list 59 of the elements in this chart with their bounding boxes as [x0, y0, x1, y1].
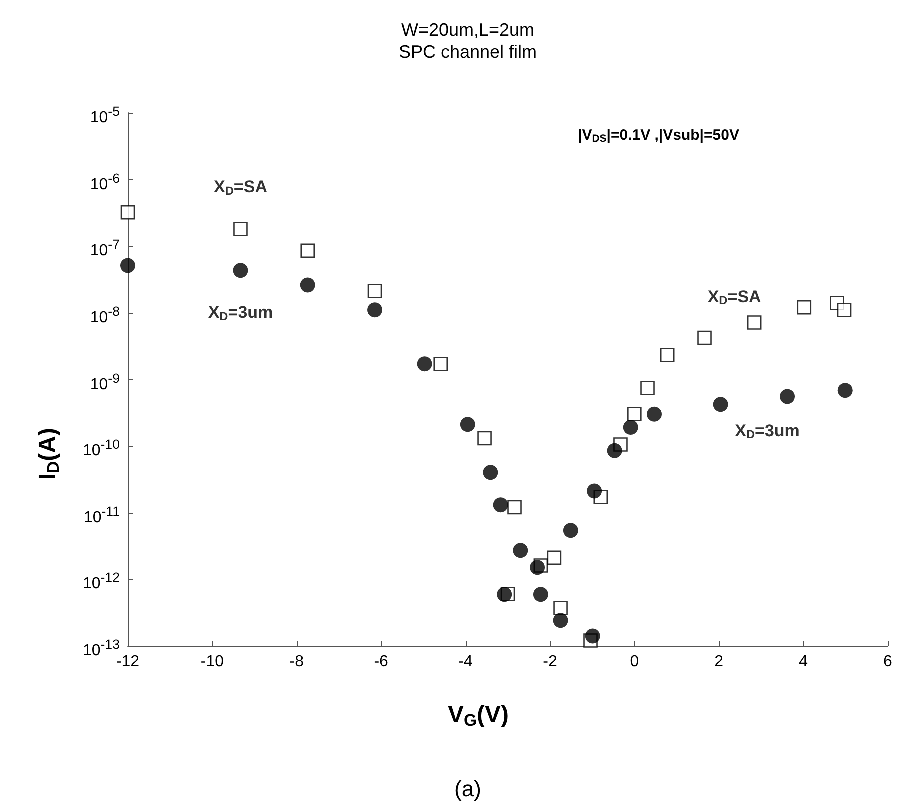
- point: [640, 381, 655, 396]
- point: [563, 523, 578, 538]
- point: [797, 300, 812, 315]
- point: [233, 263, 248, 278]
- point: [234, 222, 248, 236]
- x-tick-label: 6: [884, 654, 893, 670]
- point: [647, 406, 662, 422]
- point: [547, 550, 562, 566]
- point: [607, 443, 622, 458]
- point: [587, 484, 602, 499]
- point: [460, 417, 476, 432]
- point: [554, 600, 568, 616]
- point: [300, 244, 316, 258]
- point: [698, 330, 712, 346]
- point: [553, 613, 568, 628]
- point: [508, 500, 522, 515]
- x-tick-label: 4: [799, 654, 808, 670]
- point: [747, 316, 762, 330]
- point: [368, 284, 382, 299]
- y-tick-label: 10$^{-11}$: [84, 502, 120, 528]
- point: [837, 302, 852, 318]
- x-tick-label: -10: [200, 654, 224, 670]
- point: [300, 278, 316, 293]
- point: [493, 498, 508, 513]
- point: [628, 407, 642, 422]
- y-tick-label: 10$^{-5}$: [90, 103, 120, 128]
- x-tick-label: -6: [374, 654, 389, 670]
- y-tick-label: 10$^{-7}$: [90, 236, 120, 262]
- point: [623, 420, 638, 436]
- point: [533, 587, 548, 602]
- point: [478, 431, 492, 446]
- x-tick-label: -8: [290, 654, 304, 670]
- point: [713, 397, 728, 412]
- point: [780, 389, 796, 404]
- point: [368, 302, 382, 318]
- text: (a): [454, 776, 482, 802]
- x-tick-label: -2: [543, 654, 558, 670]
- x-tick-label: -4: [458, 654, 473, 670]
- point: [660, 348, 675, 363]
- y-tick-label: 10$^{-8}$: [90, 302, 120, 328]
- point: [120, 205, 136, 220]
- chart-title: W=20um,L=2um: [401, 20, 535, 40]
- point: [434, 356, 448, 372]
- y-tick-label: 10$^{-9}$: [90, 370, 120, 395]
- point: [585, 628, 600, 644]
- y-tick-label: 10$^{-6}$: [90, 170, 120, 195]
- y-axis-title: ID(A): [34, 428, 63, 480]
- chart-subtitle: SPC channel film: [398, 42, 538, 62]
- point: [838, 383, 853, 398]
- y-tick-label: 10$^{-12}$: [82, 569, 120, 595]
- point: [120, 258, 136, 274]
- point: [483, 465, 498, 480]
- x-tick-label: 0: [630, 654, 640, 670]
- point: [513, 543, 528, 558]
- point: [530, 560, 546, 576]
- point: [417, 356, 432, 372]
- x-tick-label: 2: [714, 654, 724, 670]
- point: [497, 587, 512, 602]
- y-tick-label: 10$^{-10}$: [82, 436, 120, 462]
